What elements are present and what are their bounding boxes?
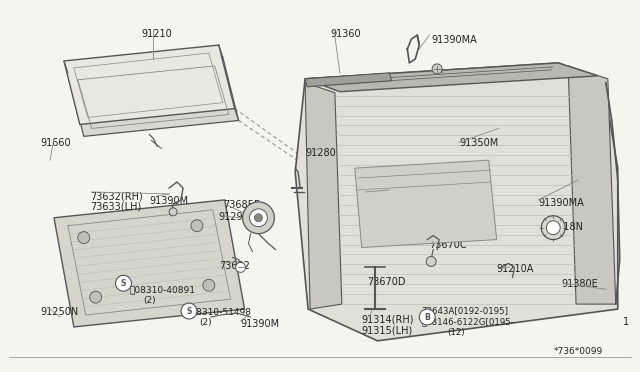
- Text: S: S: [186, 307, 191, 315]
- Text: 91350M: 91350M: [459, 138, 498, 148]
- Text: 91318N: 91318N: [545, 222, 583, 232]
- Polygon shape: [355, 160, 497, 247]
- Text: *736*0099: *736*0099: [553, 347, 602, 356]
- Circle shape: [541, 216, 565, 240]
- Text: S: S: [121, 279, 126, 288]
- Circle shape: [432, 64, 442, 74]
- Circle shape: [191, 220, 203, 232]
- Text: 91295: 91295: [219, 212, 250, 222]
- Text: 91390M: 91390M: [241, 319, 280, 329]
- Text: 73632(RH): 73632(RH): [90, 192, 143, 202]
- Polygon shape: [64, 45, 235, 125]
- Polygon shape: [54, 200, 244, 327]
- Polygon shape: [305, 83, 342, 309]
- Circle shape: [547, 221, 560, 235]
- Circle shape: [116, 275, 131, 291]
- Circle shape: [236, 262, 246, 272]
- Text: 91249+A: 91249+A: [362, 204, 407, 214]
- Text: Ⓢ08310-40891: Ⓢ08310-40891: [129, 285, 195, 294]
- Text: 91250N: 91250N: [40, 307, 78, 317]
- Circle shape: [250, 209, 268, 227]
- Circle shape: [255, 214, 262, 222]
- Polygon shape: [305, 73, 392, 87]
- Text: 73670D: 73670D: [367, 277, 406, 287]
- Text: 91360: 91360: [330, 29, 360, 39]
- Text: 91390MA: 91390MA: [431, 35, 477, 45]
- Text: (12): (12): [447, 328, 465, 337]
- Text: 91315(LH): 91315(LH): [362, 326, 413, 336]
- Text: 73643A[0192-0195]: 73643A[0192-0195]: [421, 306, 508, 315]
- Text: 91222E: 91222E: [439, 73, 476, 83]
- Text: 91210A: 91210A: [497, 264, 534, 275]
- Circle shape: [203, 279, 215, 291]
- Polygon shape: [68, 57, 239, 137]
- Circle shape: [181, 303, 197, 319]
- Text: 91280: 91280: [305, 148, 336, 158]
- Polygon shape: [568, 66, 616, 304]
- Text: 91390M: 91390M: [149, 196, 188, 206]
- Circle shape: [243, 202, 275, 234]
- Text: 1: 1: [623, 317, 629, 327]
- Text: 91660: 91660: [40, 138, 71, 148]
- Text: 73670C: 73670C: [429, 240, 467, 250]
- Text: 91390MA: 91390MA: [538, 198, 584, 208]
- Text: 73682: 73682: [219, 262, 250, 272]
- Circle shape: [78, 232, 90, 244]
- Text: B: B: [424, 312, 430, 321]
- Text: (2): (2): [143, 296, 156, 305]
- Text: 91249: 91249: [362, 192, 392, 202]
- Text: 91210: 91210: [141, 29, 172, 39]
- Polygon shape: [295, 63, 618, 341]
- Text: 91314(RH): 91314(RH): [362, 314, 414, 324]
- Text: Ⓑ08146-6122G[0195-: Ⓑ08146-6122G[0195-: [421, 317, 514, 326]
- Circle shape: [426, 256, 436, 266]
- Circle shape: [419, 309, 435, 325]
- Text: (2): (2): [199, 318, 212, 327]
- Text: 73633(LH): 73633(LH): [90, 202, 141, 212]
- Text: 73685E: 73685E: [223, 200, 260, 210]
- Text: Ⓢ08310-51498: Ⓢ08310-51498: [185, 307, 251, 316]
- Circle shape: [169, 208, 177, 216]
- Circle shape: [90, 291, 102, 303]
- Polygon shape: [305, 63, 598, 92]
- Text: 91380E: 91380E: [561, 279, 598, 289]
